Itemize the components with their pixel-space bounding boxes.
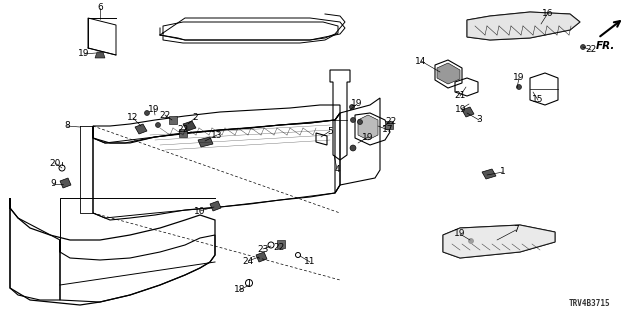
Polygon shape [467, 12, 580, 40]
Text: 22: 22 [586, 45, 596, 54]
Text: 19: 19 [351, 100, 363, 108]
Text: 23: 23 [257, 244, 269, 253]
Polygon shape [358, 115, 378, 140]
Polygon shape [462, 107, 474, 117]
Polygon shape [169, 116, 177, 124]
Polygon shape [198, 137, 213, 147]
Text: 6: 6 [97, 4, 103, 12]
Polygon shape [385, 121, 393, 129]
Text: 24: 24 [243, 257, 253, 266]
Circle shape [358, 119, 362, 124]
Text: 22: 22 [177, 124, 189, 133]
Text: 22: 22 [273, 244, 285, 252]
Circle shape [468, 238, 474, 244]
Text: 19: 19 [455, 105, 467, 114]
Text: 1: 1 [500, 167, 506, 177]
Polygon shape [135, 124, 147, 134]
Circle shape [349, 105, 355, 109]
Circle shape [156, 123, 161, 127]
Circle shape [580, 44, 586, 50]
Text: 11: 11 [304, 258, 316, 267]
Text: 22: 22 [385, 116, 397, 125]
Text: 22: 22 [159, 110, 171, 119]
Text: 20: 20 [49, 158, 61, 167]
Circle shape [516, 84, 522, 90]
Text: 12: 12 [127, 114, 139, 123]
Text: 16: 16 [542, 9, 554, 18]
Polygon shape [256, 252, 267, 262]
Circle shape [350, 145, 356, 151]
Text: 19: 19 [513, 74, 525, 83]
Polygon shape [179, 129, 187, 137]
Circle shape [145, 110, 150, 116]
Polygon shape [482, 169, 496, 179]
Text: 10: 10 [195, 206, 205, 215]
Text: 15: 15 [532, 95, 544, 105]
Text: 21: 21 [454, 92, 466, 100]
Text: 19: 19 [148, 105, 160, 114]
Text: 18: 18 [234, 285, 246, 294]
Text: 17: 17 [382, 125, 394, 134]
Polygon shape [277, 240, 285, 248]
Text: TRV4B3715: TRV4B3715 [568, 299, 610, 308]
Text: FR.: FR. [596, 41, 616, 51]
Polygon shape [60, 178, 71, 188]
Polygon shape [437, 63, 460, 84]
Text: 8: 8 [64, 122, 70, 131]
Text: 5: 5 [327, 126, 333, 135]
Text: 19: 19 [78, 50, 90, 59]
Text: 7: 7 [513, 226, 519, 235]
Polygon shape [210, 201, 221, 211]
Text: 9: 9 [50, 180, 56, 188]
Text: 4: 4 [334, 164, 340, 173]
Text: 3: 3 [476, 116, 482, 124]
Text: 19: 19 [454, 229, 466, 238]
Polygon shape [443, 225, 555, 258]
Text: 19: 19 [362, 132, 374, 141]
Polygon shape [95, 52, 105, 58]
Circle shape [351, 117, 355, 123]
Text: 13: 13 [211, 131, 223, 140]
Text: 2: 2 [192, 114, 198, 123]
Polygon shape [183, 121, 196, 131]
Text: 14: 14 [415, 57, 427, 66]
